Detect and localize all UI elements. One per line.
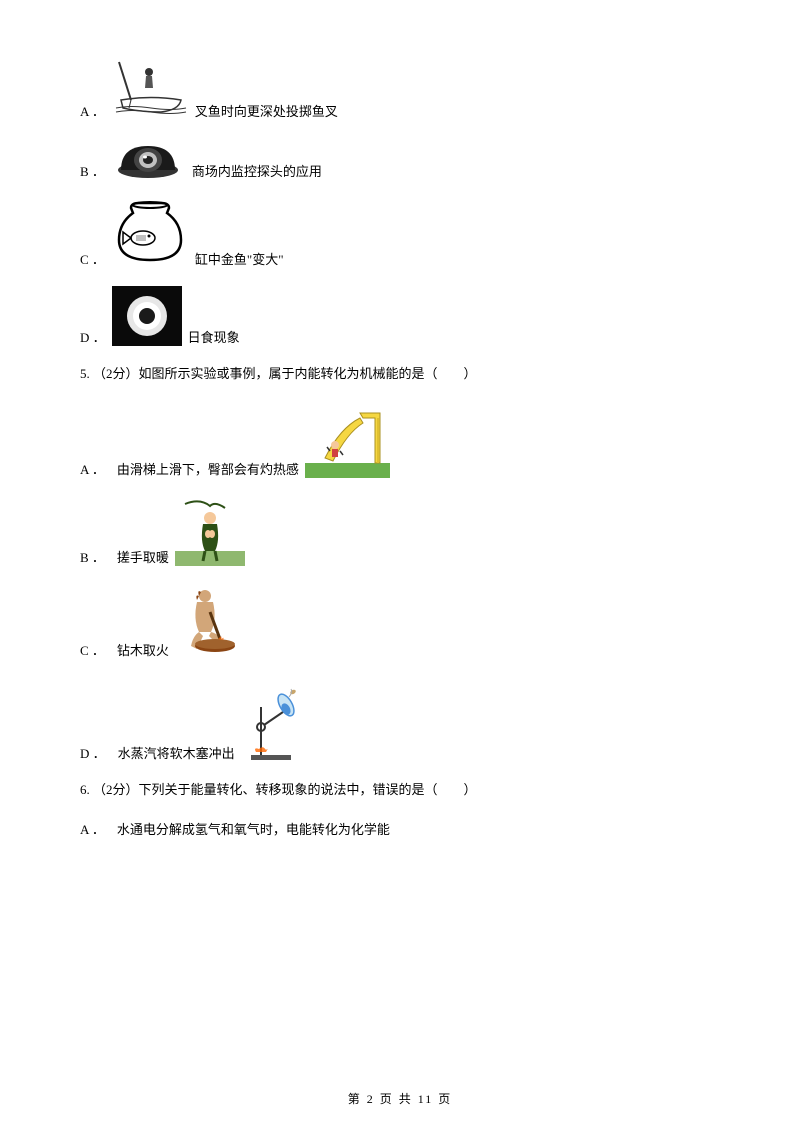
drilling-wood-icon: [175, 584, 245, 659]
q6-option-a: A ． 水通电分解成氢气和氧气时，电能转化为化学能: [80, 819, 720, 838]
camera-icon: [111, 138, 186, 180]
option-label: D ．: [80, 327, 106, 346]
option-text: 水通电分解成氢气和氧气时，电能转化为化学能: [117, 819, 390, 838]
option-label: A ．: [80, 459, 105, 478]
q4-option-b: B ． 商场内监控探头的应用: [80, 138, 720, 180]
q5-option-c: C ． 钻木取火: [80, 584, 720, 659]
option-label: D ．: [80, 743, 106, 762]
q4-option-d: D ． 日食现象: [80, 286, 720, 346]
option-text: 水蒸汽将软木塞冲出: [118, 743, 235, 762]
q5-option-a: A ． 由滑梯上滑下，臀部会有灼热感: [80, 403, 720, 478]
option-text: 日食现象: [188, 327, 240, 346]
question-6: 6. （2分）下列关于能量转化、转移现象的说法中，错误的是（ ）: [80, 780, 720, 801]
option-text: 搓手取暖: [117, 547, 169, 566]
page-footer: 第 2 页 共 11 页: [0, 1090, 800, 1107]
option-label: B ．: [80, 547, 105, 566]
slide-icon: [305, 403, 390, 478]
question-5: 5. （2分）如图所示实验或事例，属于内能转化为机械能的是（ ）: [80, 364, 720, 385]
option-text: 缸中金鱼"变大": [195, 249, 284, 268]
option-label: C ．: [80, 640, 105, 659]
option-text: 钻木取火: [117, 640, 169, 659]
eclipse-icon: [112, 286, 182, 346]
option-label: B ．: [80, 161, 105, 180]
q5-option-b: B ． 搓手取暖: [80, 496, 720, 566]
option-text: 商场内监控探头的应用: [192, 161, 322, 180]
q4-option-a: A ． 叉鱼时向更深处投掷鱼叉: [80, 60, 720, 120]
fishbowl-icon: [111, 198, 189, 268]
option-label: A ．: [80, 819, 105, 838]
q4-option-c: C ． 缸中金鱼"变大": [80, 198, 720, 268]
rubbing-hands-icon: [175, 496, 245, 566]
fisherman-icon: [111, 60, 189, 120]
q5-option-d: D ． 水蒸汽将软木塞冲出: [80, 677, 720, 762]
option-text: 叉鱼时向更深处投掷鱼叉: [195, 101, 338, 120]
option-label: C ．: [80, 249, 105, 268]
option-text: 由滑梯上滑下，臀部会有灼热感: [117, 459, 299, 478]
option-label: A ．: [80, 101, 105, 120]
steam-cork-icon: [241, 677, 311, 762]
